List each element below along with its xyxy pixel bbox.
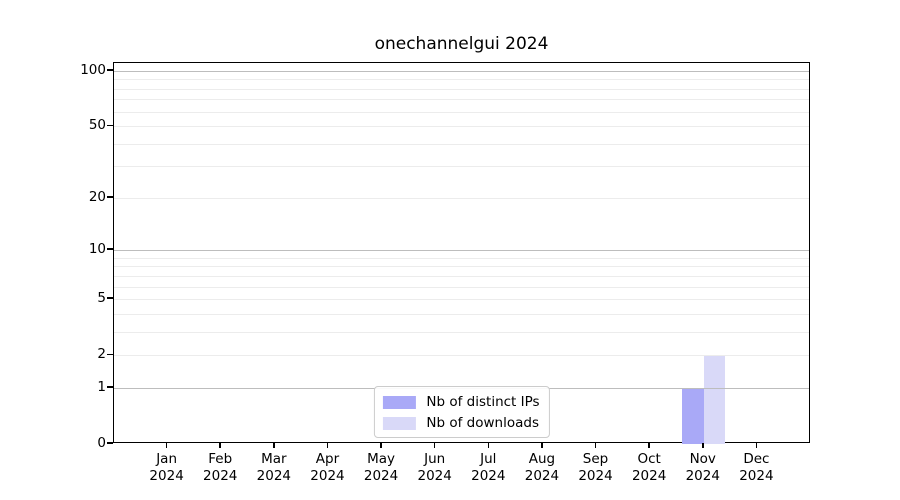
bar-nov-series-0 xyxy=(682,387,704,444)
minor-gridline-40 xyxy=(114,143,809,145)
chart-title: onechannelgui 2024 xyxy=(374,34,549,54)
x-tick-label-mar: Mar 2024 xyxy=(256,451,292,484)
legend-label-distinct-ips: Nb of distinct IPs xyxy=(426,394,540,410)
x-tick-mark-mar xyxy=(273,443,275,448)
legend-swatch-distinct-ips xyxy=(382,395,416,409)
y-tick-mark-2 xyxy=(107,353,113,355)
x-tick-label-nov: Nov 2024 xyxy=(685,451,720,484)
x-tick-label-aug: Aug 2024 xyxy=(524,451,560,484)
minor-gridline-8 xyxy=(114,266,809,268)
y-tick-mark-10 xyxy=(107,248,113,250)
minor-gridline-50 xyxy=(114,126,809,128)
major-gridline-10 xyxy=(114,250,809,252)
bar-nov-series-1 xyxy=(703,355,726,444)
x-tick-label-may: May 2024 xyxy=(363,451,399,484)
x-tick-mark-apr xyxy=(326,443,329,448)
y-tick-label-50: 50 xyxy=(88,117,106,134)
x-tick-label-jul: Jul 2024 xyxy=(471,451,506,484)
x-tick-label-jun: Jun 2024 xyxy=(417,451,452,484)
minor-gridline-60 xyxy=(114,111,809,113)
bars-layer xyxy=(114,63,809,444)
minor-gridline-5 xyxy=(114,299,809,301)
y-tick-label-5: 5 xyxy=(97,290,106,307)
x-tick-mark-oct xyxy=(648,443,650,448)
minor-gridline-30 xyxy=(114,166,809,168)
y-tick-mark-5 xyxy=(107,297,113,299)
minor-gridline-2 xyxy=(114,355,809,357)
y-tick-mark-20 xyxy=(107,196,113,198)
x-tick-mark-sep xyxy=(594,443,597,448)
legend-entry-distinct-ips: Nb of distinct IPs xyxy=(382,394,540,410)
y-tick-mark-100 xyxy=(107,69,113,71)
legend-entry-downloads: Nb of downloads xyxy=(382,415,539,431)
minor-gridline-9 xyxy=(114,257,809,259)
x-tick-mark-jan xyxy=(165,443,168,448)
x-tick-label-dec: Dec 2024 xyxy=(739,451,774,484)
minor-gridline-20 xyxy=(114,197,809,199)
x-tick-mark-nov xyxy=(702,443,704,448)
legend-swatch-downloads xyxy=(382,416,416,430)
legend: Nb of distinct IPs Nb of downloads xyxy=(373,386,550,438)
y-tick-mark-0 xyxy=(107,442,113,444)
x-tick-mark-aug xyxy=(541,443,543,448)
x-tick-mark-jun xyxy=(433,443,436,448)
minor-gridline-90 xyxy=(114,79,809,81)
major-gridline-100 xyxy=(114,70,809,72)
legend-label-downloads: Nb of downloads xyxy=(426,415,539,431)
minor-gridline-3 xyxy=(114,331,809,333)
y-tick-mark-50 xyxy=(107,124,113,126)
minor-gridline-80 xyxy=(114,88,809,90)
x-tick-label-apr: Apr 2024 xyxy=(310,451,345,484)
minor-gridline-70 xyxy=(114,99,809,101)
x-tick-label-oct: Oct 2024 xyxy=(631,451,667,484)
y-tick-label-2: 2 xyxy=(97,346,106,363)
minor-gridline-4 xyxy=(114,313,809,315)
y-tick-label-1: 1 xyxy=(97,378,106,395)
y-tick-label-0: 0 xyxy=(97,435,106,451)
y-tick-label-100: 100 xyxy=(80,61,106,78)
y-tick-label-10: 10 xyxy=(88,241,106,258)
x-tick-label-feb: Feb 2024 xyxy=(203,451,238,484)
y-tick-mark-1 xyxy=(107,386,113,388)
x-tick-mark-jul xyxy=(487,443,490,448)
plot-area: Nb of distinct IPs Nb of downloads xyxy=(113,62,810,444)
minor-gridline-6 xyxy=(114,286,809,288)
minor-gridline-7 xyxy=(114,275,809,277)
x-tick-label-jan: Jan 2024 xyxy=(149,451,184,484)
x-tick-mark-may xyxy=(380,443,382,448)
x-tick-mark-feb xyxy=(219,443,221,448)
y-tick-label-20: 20 xyxy=(88,188,106,205)
x-tick-mark-dec xyxy=(755,443,758,448)
x-tick-label-sep: Sep 2024 xyxy=(578,451,613,484)
